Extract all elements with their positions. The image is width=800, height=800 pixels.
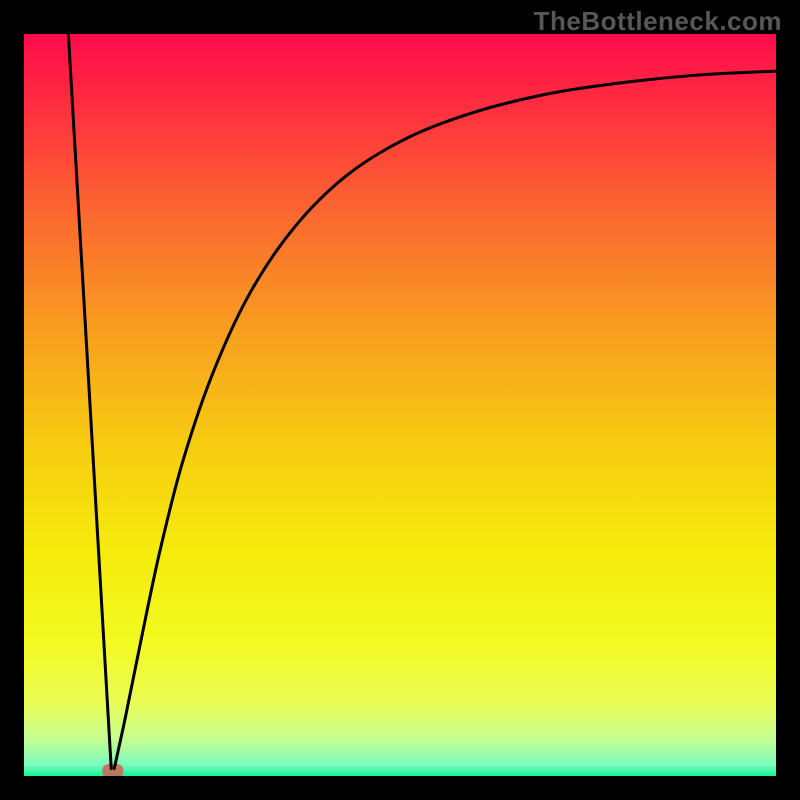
bottleneck-chart: TheBottleneck.com: [0, 0, 800, 800]
watermark-text: TheBottleneck.com: [534, 6, 782, 37]
chart-svg: [0, 0, 800, 800]
